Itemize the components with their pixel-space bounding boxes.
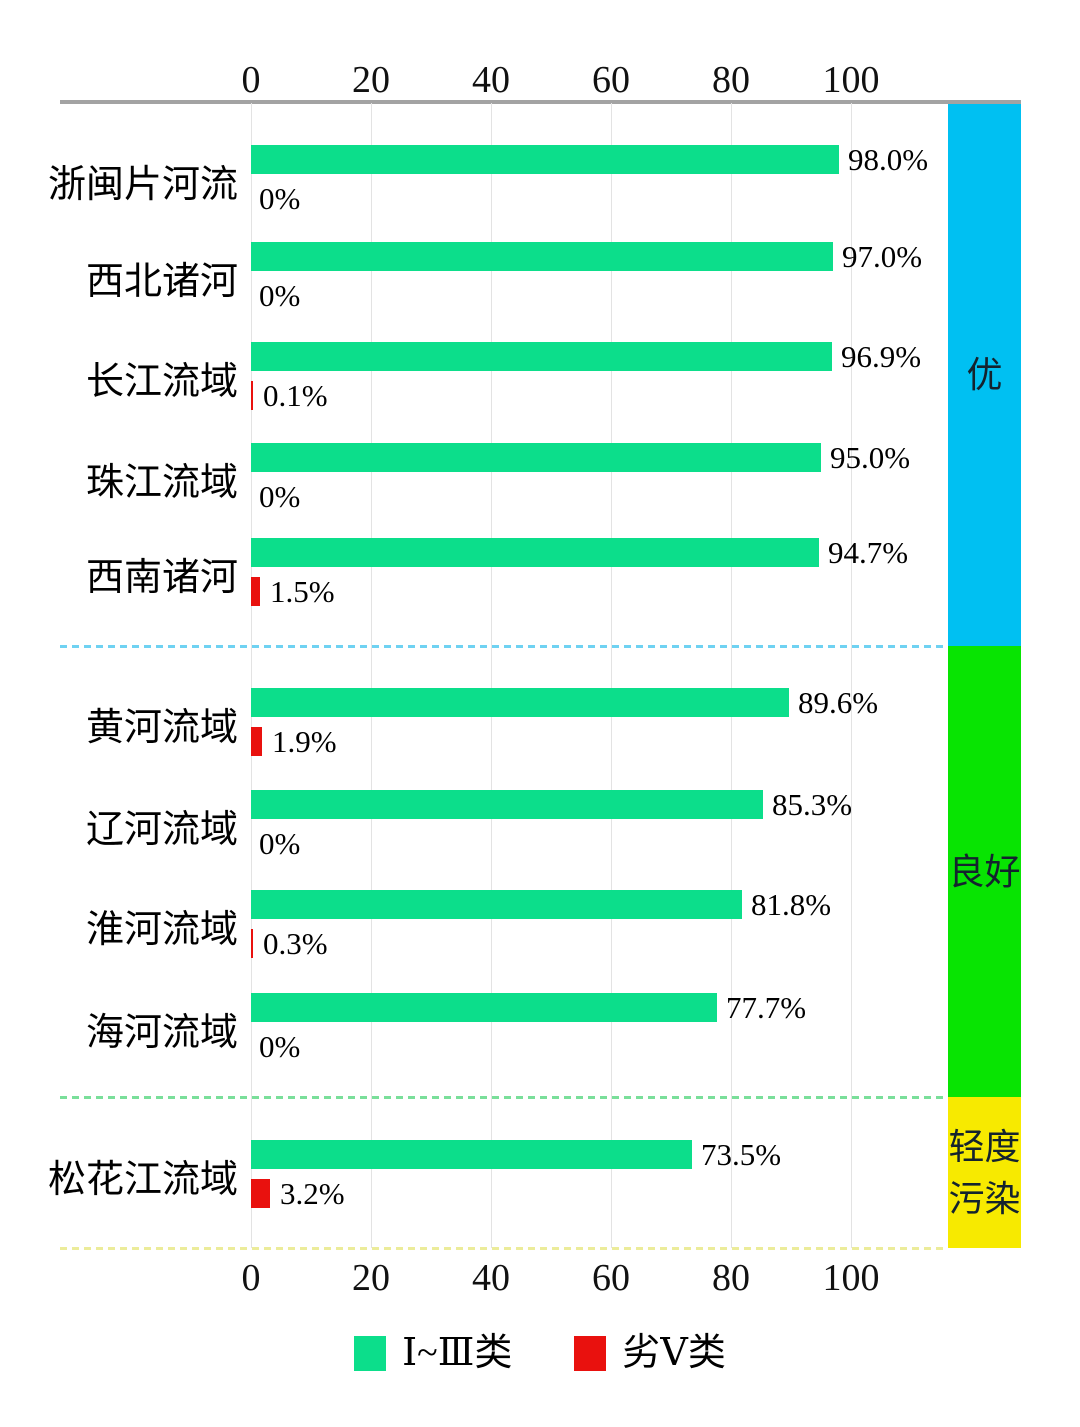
legend-label: 劣Ⅴ类 <box>622 1332 726 1374</box>
bad-value-label: 0% <box>259 277 301 313</box>
x-tick-bottom: 80 <box>712 1257 750 1299</box>
x-tick-top: 80 <box>712 59 750 101</box>
category-label: 黄河流域 <box>85 707 238 749</box>
quality-band-2: 轻度 污染 <box>948 1097 1021 1248</box>
x-tick-bottom: 40 <box>472 1257 510 1299</box>
category-label: 松花江流域 <box>47 1159 238 1201</box>
quality-band-label: 污染 <box>948 1178 1021 1219</box>
legend-label: Ⅰ~Ⅲ类 <box>402 1332 513 1374</box>
bad-swatch-icon <box>574 1335 607 1371</box>
category-label: 淮河流域 <box>85 909 238 951</box>
band-separator-line <box>60 1096 948 1099</box>
x-tick-top: 20 <box>352 59 390 101</box>
bad-bar <box>251 929 253 958</box>
gridline <box>731 103 732 1248</box>
good-bar <box>251 993 717 1022</box>
good-bar <box>251 890 742 919</box>
good-bar <box>251 538 819 567</box>
category-label: 西北诸河 <box>85 261 238 303</box>
good-bar <box>251 1140 692 1169</box>
category-label: 辽河流域 <box>85 809 238 851</box>
legend-item: 劣Ⅴ类 <box>574 1332 726 1374</box>
legend-item: Ⅰ~Ⅲ类 <box>354 1332 512 1374</box>
good-value-label: 77.7% <box>726 989 807 1025</box>
category-label: 西南诸河 <box>85 557 238 599</box>
category-label: 海河流域 <box>85 1012 238 1054</box>
bad-bar <box>251 1179 270 1208</box>
bad-value-label: 1.9% <box>272 723 337 759</box>
x-tick-top: 40 <box>472 59 510 101</box>
good-value-label: 98.0% <box>848 141 929 177</box>
gridline <box>611 103 612 1248</box>
x-tick-top: 100 <box>822 59 880 101</box>
bad-value-label: 0% <box>259 478 301 514</box>
x-tick-top: 0 <box>241 59 261 101</box>
bad-value-label: 0% <box>259 1028 301 1064</box>
quality-band-label: 轻度 <box>948 1126 1021 1167</box>
good-value-label: 81.8% <box>751 886 832 922</box>
gridline <box>491 103 492 1248</box>
bad-bar <box>251 727 262 756</box>
gridline <box>851 103 852 1248</box>
band-separator-line <box>60 1247 948 1250</box>
x-tick-bottom: 0 <box>241 1257 261 1299</box>
good-bar <box>251 688 789 717</box>
good-bar <box>251 145 839 174</box>
good-value-label: 85.3% <box>772 786 853 822</box>
x-tick-top: 60 <box>592 59 630 101</box>
good-bar <box>251 790 763 819</box>
quality-band-1: 良好 <box>948 646 1021 1097</box>
good-value-label: 97.0% <box>842 238 923 274</box>
good-value-label: 89.6% <box>798 684 879 720</box>
x-tick-bottom: 60 <box>592 1257 630 1299</box>
bad-value-label: 3.2% <box>280 1175 345 1211</box>
category-label: 珠江流域 <box>85 462 238 504</box>
bad-value-label: 0.1% <box>263 377 328 413</box>
good-value-label: 94.7% <box>828 534 909 570</box>
bad-value-label: 0% <box>259 180 301 216</box>
quality-band-label: 优 <box>966 355 1003 395</box>
category-label: 长江流域 <box>85 361 238 403</box>
good-bar <box>251 342 832 371</box>
band-separator-line <box>60 645 948 648</box>
bad-value-label: 1.5% <box>270 573 335 609</box>
good-value-label: 73.5% <box>701 1136 782 1172</box>
legend: Ⅰ~Ⅲ类 劣Ⅴ类 <box>0 1332 1080 1374</box>
x-axis-line <box>60 100 1021 104</box>
good-bar <box>251 443 821 472</box>
bad-value-label: 0% <box>259 825 301 861</box>
x-tick-bottom: 20 <box>352 1257 390 1299</box>
gridline <box>251 103 252 1248</box>
gridline <box>371 103 372 1248</box>
good-value-label: 95.0% <box>830 439 911 475</box>
quality-band-label: 良好 <box>948 851 1021 892</box>
bad-value-label: 0.3% <box>263 925 328 961</box>
good-value-label: 96.9% <box>841 338 922 374</box>
good-swatch-icon <box>354 1335 387 1371</box>
bad-bar <box>251 577 260 606</box>
quality-band-0: 优 <box>948 104 1021 646</box>
bad-bar <box>251 381 253 410</box>
x-tick-bottom: 100 <box>822 1257 880 1299</box>
category-label: 浙闽片河流 <box>47 164 238 206</box>
good-bar <box>251 242 833 271</box>
